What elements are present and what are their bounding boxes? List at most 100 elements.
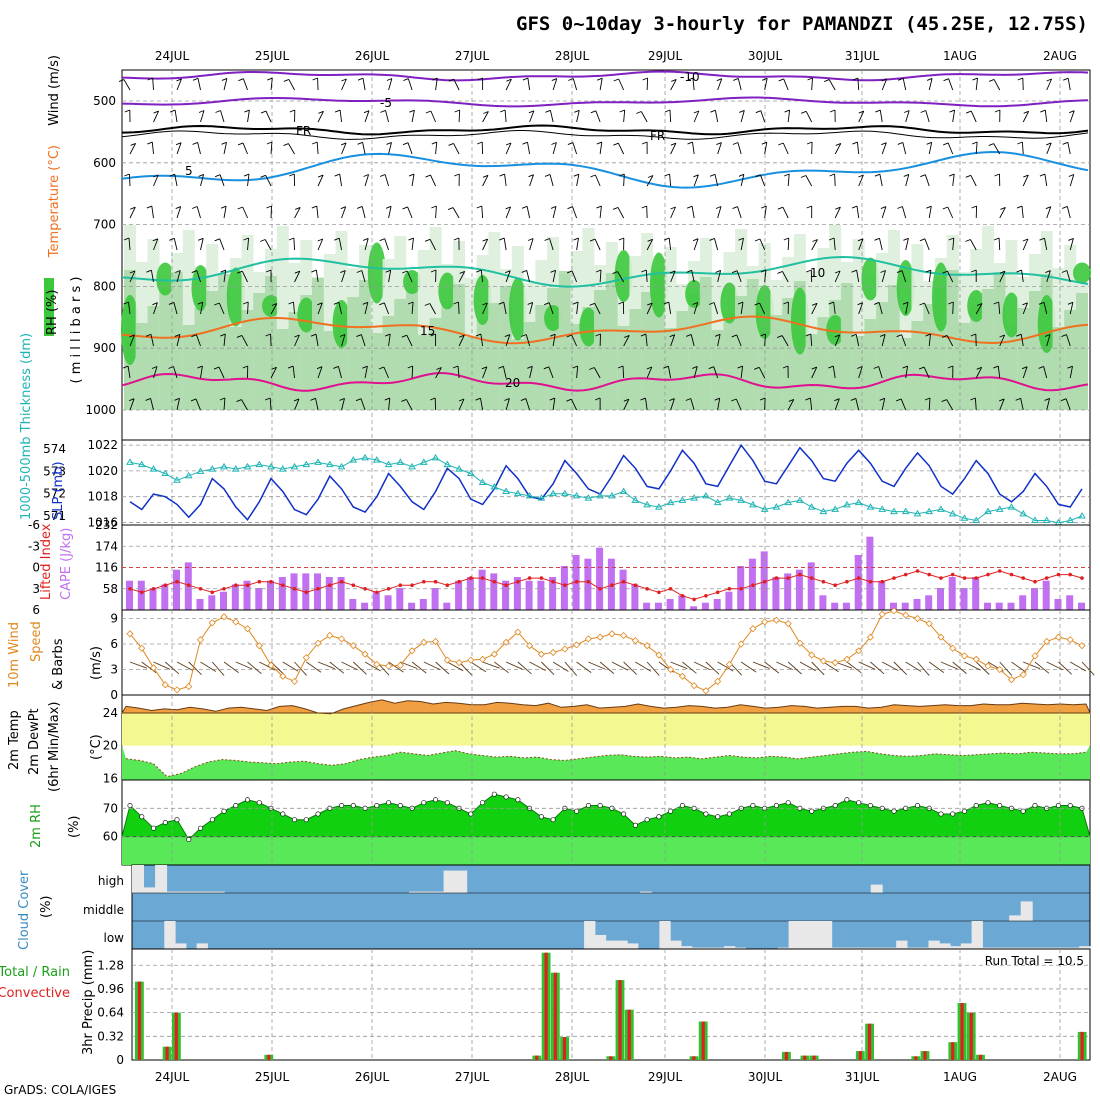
upper-barb — [787, 110, 791, 123]
upper-barb-flag — [408, 173, 415, 177]
upper-barb-flag — [152, 302, 158, 306]
cloud-low-bar — [1014, 947, 1026, 949]
upper-barb — [1044, 174, 1048, 187]
li-marker — [833, 583, 837, 587]
rh2m-marker — [891, 808, 897, 814]
upper-barb — [549, 110, 554, 123]
wind10-barb — [975, 661, 990, 675]
upper-barb — [805, 175, 813, 187]
upper-barb — [341, 142, 347, 155]
wind10-marker — [314, 639, 322, 647]
upper-barb-flag — [243, 173, 250, 177]
upper-barb — [153, 366, 158, 379]
upper-barb-flag — [477, 141, 483, 145]
upper-barb-flag — [220, 205, 227, 209]
upper-barb — [572, 206, 578, 219]
upper-barb — [670, 143, 677, 155]
upper-barb — [173, 366, 178, 379]
upper-barb — [925, 110, 930, 123]
upper-barb — [123, 79, 131, 91]
upper-barb-flag — [481, 366, 488, 370]
upper-barb-flag — [857, 366, 863, 369]
upper-barb-flag — [617, 365, 624, 369]
upper-barb — [646, 175, 654, 187]
cloud-tick-middle: middle — [83, 903, 124, 917]
upper-barb — [361, 206, 366, 219]
precip-axis-label-b: Convective — [0, 986, 70, 1001]
li-marker — [269, 579, 273, 584]
temp-dewpoint-fill — [121, 699, 1091, 780]
upper-barb — [1020, 334, 1024, 347]
upper-barb-flag — [670, 206, 676, 210]
upper-barb — [858, 238, 864, 251]
upper-barb — [503, 302, 507, 315]
upper-barb-flag — [590, 174, 596, 178]
upper-barb-flag — [357, 77, 364, 81]
cloud-bars — [132, 865, 1091, 950]
upper-barb — [691, 206, 695, 219]
upper-barb-flag — [573, 173, 580, 177]
rh2m-marker — [597, 802, 603, 808]
cloud-mid-bar — [1009, 915, 1022, 921]
upper-barb-flag — [123, 237, 130, 241]
upper-barb — [737, 142, 742, 155]
upper-barb-flag — [784, 173, 790, 177]
wind10-barb — [646, 661, 660, 676]
rh-mid-cell — [605, 273, 618, 410]
upper-barb — [388, 334, 391, 347]
upper-barb — [834, 173, 836, 187]
upper-barb-flag — [873, 301, 880, 305]
li-marker — [1056, 572, 1061, 577]
upper-barb-flag — [619, 173, 625, 177]
pressure-axis-label: ( m i l l i b a r s ) — [69, 277, 84, 384]
rh-dark-cell — [1037, 295, 1056, 353]
upper-barb-flag — [568, 78, 574, 81]
thickness-tick-572: 572 — [43, 487, 66, 501]
rh2m-marker — [374, 802, 380, 808]
upper-barb-flag — [528, 174, 534, 178]
upper-barb-flag — [897, 141, 903, 145]
upper-barb — [928, 397, 931, 411]
precip-convective-bar — [784, 1051, 788, 1060]
li-marker — [774, 576, 779, 580]
thickness-marker — [1042, 516, 1051, 524]
thickness-marker — [631, 496, 640, 503]
upper-barb — [452, 207, 460, 219]
upper-barb — [480, 270, 484, 283]
upper-barb — [552, 78, 558, 91]
pressure-tick-1000: 1000 — [85, 403, 116, 417]
rh-dark-cell — [790, 287, 809, 355]
top-date-9: 2AUG — [1043, 49, 1077, 63]
upper-barb — [834, 398, 840, 411]
upper-barb — [173, 238, 178, 251]
upper-barb-flag — [528, 110, 535, 114]
wind10-marker — [855, 647, 863, 655]
upper-barb-flag — [646, 366, 652, 370]
thickness-marker — [760, 505, 769, 512]
precip-tick-0.96: 0.96 — [97, 982, 124, 996]
upper-barb-flag — [357, 205, 363, 209]
upper-barb — [482, 302, 488, 315]
upper-barb — [1066, 206, 1071, 219]
upper-barb-flag — [357, 141, 363, 145]
thickness-marker — [1031, 516, 1039, 524]
wind-tick-9: 9 — [110, 612, 118, 626]
upper-barb-flag — [1023, 174, 1029, 178]
upper-barb-flag — [176, 78, 182, 82]
upper-barb — [151, 206, 154, 219]
wind10-barb — [235, 661, 253, 670]
upper-barb-flag — [146, 205, 152, 209]
upper-barb-flag — [214, 238, 220, 242]
upper-barb-flag — [265, 269, 272, 273]
thickness-tick-574: 574 — [43, 442, 66, 456]
upper-barb-flag — [835, 142, 841, 146]
upper-barb — [717, 270, 722, 283]
upper-barb-flag — [544, 302, 550, 306]
li-marker — [563, 583, 567, 587]
upper-barb — [294, 398, 300, 411]
rh-mid-cell — [394, 299, 407, 410]
wind10m-axis-label-a: 10m Wind — [7, 622, 22, 688]
upper-barb — [1043, 366, 1048, 379]
thickness-marker — [596, 491, 605, 499]
